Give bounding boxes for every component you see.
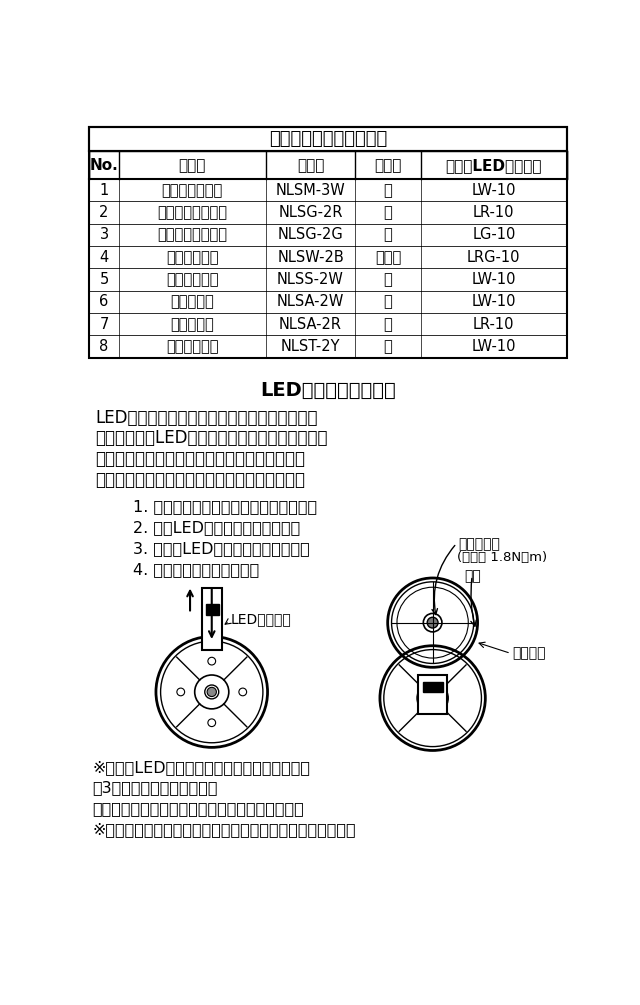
Text: LW-10: LW-10 bbox=[472, 339, 516, 354]
Text: LW-10: LW-10 bbox=[472, 183, 516, 198]
Circle shape bbox=[428, 617, 438, 628]
Text: 種　別: 種 別 bbox=[179, 158, 206, 173]
Text: No.: No. bbox=[90, 158, 118, 173]
Text: 4. ふたを取付け復旧する。: 4. ふたを取付け復旧する。 bbox=[132, 562, 259, 577]
Text: LW-10: LW-10 bbox=[472, 272, 516, 287]
Text: LEDユニット交換方法: LEDユニット交換方法 bbox=[260, 381, 396, 400]
Bar bbox=[90, 201, 566, 224]
Text: 灯　色: 灯 色 bbox=[374, 158, 402, 173]
Text: NLSS-2W: NLSS-2W bbox=[277, 272, 344, 287]
Text: NLSG-2R: NLSG-2R bbox=[278, 205, 343, 220]
Text: 交換用LEDユニット: 交換用LEDユニット bbox=[445, 158, 542, 173]
Text: 赤　緑: 赤 緑 bbox=[375, 250, 401, 264]
Text: 型　式: 型 式 bbox=[297, 158, 324, 173]
Text: 2. 古いLEDユニットを抜き取る。: 2. 古いLEDユニットを抜き取る。 bbox=[132, 521, 300, 536]
Text: LW-10: LW-10 bbox=[472, 294, 516, 310]
Text: 第二種紅灯: 第二種紅灯 bbox=[170, 317, 214, 332]
Text: 第二種げん灯・赤: 第二種げん灯・赤 bbox=[157, 205, 227, 220]
Text: LG-10: LG-10 bbox=[472, 227, 516, 242]
Text: NLST-2Y: NLST-2Y bbox=[281, 339, 340, 354]
Bar bbox=[90, 246, 566, 268]
Text: 白: 白 bbox=[384, 272, 392, 287]
Text: 8: 8 bbox=[99, 339, 109, 354]
Bar bbox=[90, 268, 566, 290]
Text: 3: 3 bbox=[99, 227, 109, 242]
Text: 締付ボルト: 締付ボルト bbox=[458, 537, 500, 551]
Text: LRG-10: LRG-10 bbox=[467, 250, 520, 264]
Text: がありますので、確実な復旧を御願いします。: がありますので、確実な復旧を御願いします。 bbox=[95, 471, 305, 489]
Text: 第三種マスト灯: 第三種マスト灯 bbox=[162, 183, 223, 198]
Text: 白: 白 bbox=[384, 294, 392, 310]
Text: ふた: ふた bbox=[465, 570, 481, 584]
Text: 第二種船尾灯: 第二種船尾灯 bbox=[166, 272, 219, 287]
Text: に達する前にLEDユニットを交換してください。: に達する前にLEDユニットを交換してください。 bbox=[95, 429, 328, 447]
Text: (トルク 1.8N・m): (トルク 1.8N・m) bbox=[457, 551, 547, 564]
Bar bbox=[90, 127, 566, 358]
Circle shape bbox=[429, 694, 436, 701]
Text: ※交換後、付属の丸シールをふたネジ部へ貼付けて下さい。: ※交換後、付属の丸シールをふたネジ部へ貼付けて下さい。 bbox=[92, 822, 356, 837]
Bar bbox=[90, 290, 566, 314]
Bar bbox=[418, 675, 447, 714]
Text: 白: 白 bbox=[384, 183, 392, 198]
Circle shape bbox=[207, 687, 216, 696]
Text: 赤: 赤 bbox=[384, 317, 392, 332]
Text: LEDユニット: LEDユニット bbox=[231, 612, 292, 626]
Text: 緑: 緑 bbox=[384, 227, 392, 242]
Text: NLSM-3W: NLSM-3W bbox=[276, 183, 346, 198]
Text: 7: 7 bbox=[99, 317, 109, 332]
Text: 第二種引船灯: 第二種引船灯 bbox=[166, 339, 219, 354]
Text: 船灯の種類及び補修部品: 船灯の種類及び補修部品 bbox=[269, 130, 387, 148]
Bar bbox=[90, 179, 566, 201]
Text: 第二種両色灯: 第二種両色灯 bbox=[166, 250, 219, 264]
Text: 余ったユニットは補修用として保管ください。: 余ったユニットは補修用として保管ください。 bbox=[92, 801, 304, 816]
Bar bbox=[90, 127, 566, 152]
Text: 黄: 黄 bbox=[384, 339, 392, 354]
Bar bbox=[202, 588, 222, 649]
Text: 3. 新しいLEDユニットを差し込む。: 3. 新しいLEDユニットを差し込む。 bbox=[132, 541, 310, 556]
Text: LEDユニットには寿命があります。規定の寿命: LEDユニットには寿命があります。規定の寿命 bbox=[95, 409, 318, 426]
Text: ※交換用LEDユニットは船灯の種類に関わらず: ※交換用LEDユニットは船灯の種類に関わらず bbox=[92, 760, 310, 775]
Text: 丸シール: 丸シール bbox=[513, 646, 546, 660]
Bar bbox=[90, 224, 566, 246]
Text: 締付けボルトの締付けが不十分だと浸水の恐れ: 締付けボルトの締付けが不十分だと浸水の恐れ bbox=[95, 450, 305, 468]
Text: 赤: 赤 bbox=[384, 205, 392, 220]
Text: 4: 4 bbox=[99, 250, 109, 264]
Bar bbox=[90, 314, 566, 336]
Text: 1: 1 bbox=[99, 183, 109, 198]
Bar bbox=[90, 152, 566, 179]
Text: 5: 5 bbox=[99, 272, 109, 287]
Text: LR-10: LR-10 bbox=[473, 205, 515, 220]
Text: NLSG-2G: NLSG-2G bbox=[278, 227, 344, 242]
Text: 第二種白灯: 第二種白灯 bbox=[170, 294, 214, 310]
Text: NLSA-2R: NLSA-2R bbox=[279, 317, 342, 332]
Text: 3枚１セットになります。: 3枚１セットになります。 bbox=[92, 781, 218, 796]
Bar bbox=[90, 336, 566, 358]
Bar bbox=[205, 604, 219, 615]
Text: NLSA-2W: NLSA-2W bbox=[277, 294, 344, 310]
Text: 6: 6 bbox=[99, 294, 109, 310]
Text: 1. 締付ボルトを緩め、ふたを取り外す。: 1. 締付ボルトを緩め、ふたを取り外す。 bbox=[132, 499, 317, 515]
Bar bbox=[422, 682, 443, 691]
Text: NLSW-2B: NLSW-2B bbox=[277, 250, 344, 264]
Text: 2: 2 bbox=[99, 205, 109, 220]
Text: 第二種げん灯・緑: 第二種げん灯・緑 bbox=[157, 227, 227, 242]
Text: LR-10: LR-10 bbox=[473, 317, 515, 332]
